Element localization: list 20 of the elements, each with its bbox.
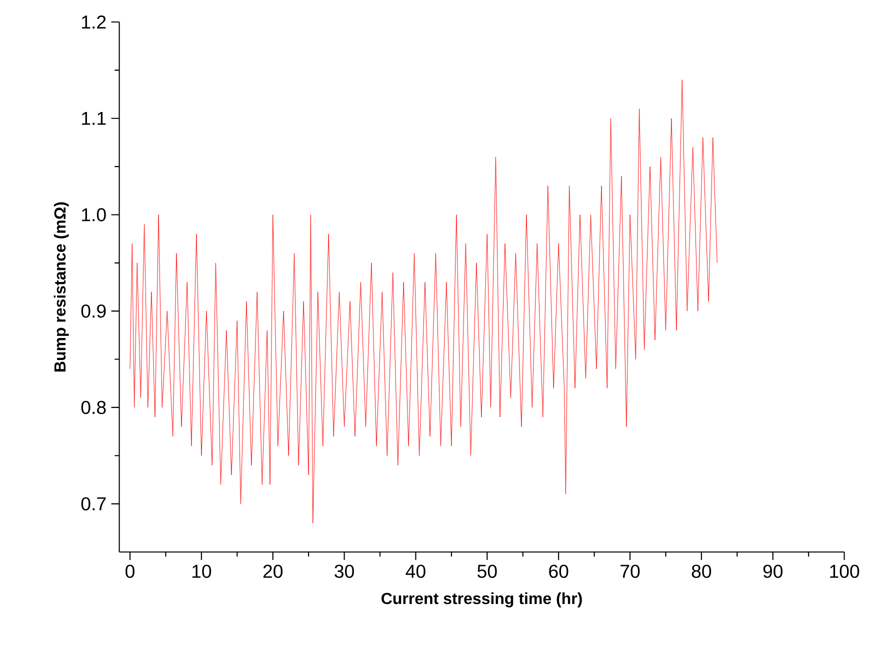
y-tick-label: 1.0 (82, 208, 106, 222)
y-tick-label: 0.8 (81, 400, 106, 414)
x-tick-label: 60 (549, 564, 568, 578)
x-tick-label: 90 (763, 564, 783, 578)
y-tick-label: 1.2 (82, 15, 106, 29)
x-tick-label: 20 (263, 564, 283, 578)
x-tick-label: 0 (126, 564, 134, 578)
y-tick-label: 0.9 (81, 304, 106, 318)
x-tick-label: 100 (830, 564, 860, 578)
x-tick-label: 40 (406, 564, 426, 578)
x-tick-label: 10 (192, 564, 212, 578)
x-tick-label: 50 (478, 564, 497, 578)
x-tick-label: 70 (620, 564, 640, 578)
x-tick-label: 30 (334, 564, 354, 578)
line-series (130, 80, 718, 524)
y-tick-label: 0.7 (81, 497, 106, 510)
x-tick-label: 80 (692, 564, 712, 578)
y-tick-label: 1.1 (82, 112, 106, 125)
x-axis-title: Current stressing time (hr) (382, 592, 582, 608)
y-axis-title: Bump resistance (mΩ) (54, 202, 69, 372)
